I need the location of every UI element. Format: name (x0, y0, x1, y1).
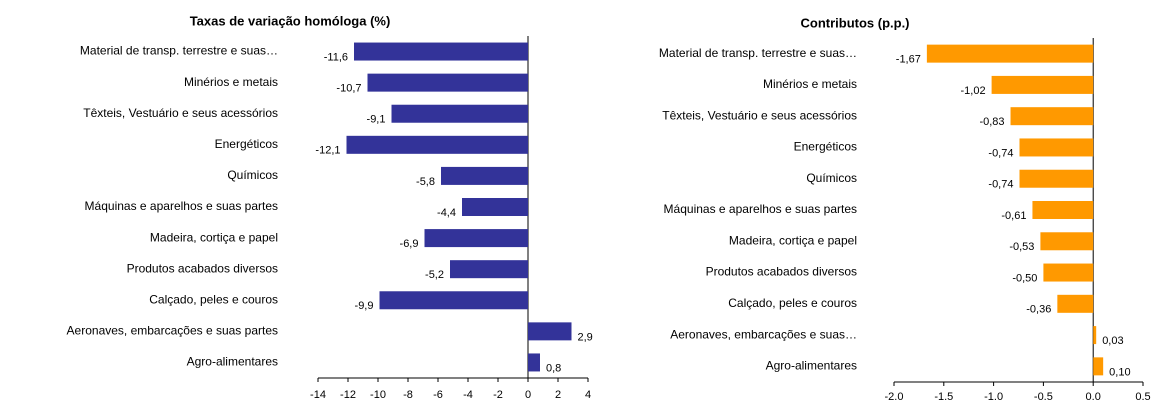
value-label: -1,02 (961, 85, 986, 97)
x-tick-label: 2 (555, 389, 561, 401)
value-label: -0,61 (1001, 210, 1026, 222)
category-label: Material de transp. terrestre e suas… (80, 44, 278, 58)
category-label: Aeronaves, embarcações e suas partes (67, 324, 278, 338)
bar (379, 291, 528, 310)
x-tick-label: -1.0 (984, 391, 1003, 403)
value-label: -0,50 (1012, 272, 1037, 284)
category-label: Produtos acabados diversos (127, 261, 278, 275)
value-label: -0,36 (1026, 304, 1051, 316)
x-tick-label: -1.5 (934, 391, 953, 403)
value-label: -0,74 (988, 179, 1013, 191)
value-label: 2,9 (578, 331, 593, 343)
value-label: 0,10 (1109, 366, 1130, 378)
value-label: -5,8 (416, 176, 435, 188)
category-label: Máquinas e aparelhos e suas partes (664, 202, 857, 216)
bar (926, 44, 1094, 63)
value-label: -9,1 (367, 114, 386, 126)
value-label: -6,9 (400, 238, 419, 250)
value-label: 0,03 (1102, 335, 1123, 347)
x-tick-label: -8 (403, 389, 413, 401)
chart-title: Contributos (p.p.) (800, 15, 909, 30)
bar (1019, 169, 1094, 188)
bar (450, 260, 528, 279)
category-label: Madeira, cortiça e papel (150, 230, 278, 244)
category-label: Madeira, cortiça e papel (729, 233, 857, 247)
category-label: Energéticos (215, 137, 278, 151)
x-tick-label: -0.5 (1034, 391, 1053, 403)
value-label: -5,2 (425, 269, 444, 281)
chart-title: Taxas de variação homóloga (%) (190, 13, 391, 28)
x-tick-label: -10 (370, 389, 386, 401)
value-label: -12,1 (315, 145, 340, 157)
bar (441, 166, 528, 185)
bar (1093, 357, 1104, 376)
value-label: -4,4 (437, 207, 456, 219)
x-tick-label: 0 (525, 389, 531, 401)
category-label: Minérios e metais (763, 77, 857, 91)
x-tick-label: -2.0 (885, 391, 904, 403)
value-label: -9,9 (355, 300, 374, 312)
bar (462, 198, 528, 216)
x-tick-label: -2 (493, 389, 503, 401)
bar (1057, 294, 1094, 313)
category-label: Minérios e metais (184, 75, 278, 89)
category-label: Calçado, peles e couros (728, 296, 857, 310)
bar (1093, 326, 1097, 345)
bar (991, 75, 1094, 94)
category-label: Produtos acabados diversos (706, 265, 857, 279)
bar (1032, 201, 1094, 219)
value-label: -0,83 (979, 116, 1004, 128)
bar (391, 104, 528, 123)
x-tick-label: -4 (463, 389, 473, 401)
category-label: Agro-alimentares (187, 355, 278, 369)
category-label: Aeronaves, embarcações e suas… (670, 327, 857, 341)
x-tick-label: -12 (340, 389, 356, 401)
bar (367, 73, 528, 92)
category-label: Agro-alimentares (766, 359, 857, 373)
value-label: -1,67 (896, 54, 921, 66)
category-label: Têxteis, Vestuário e seus acessórios (662, 108, 857, 122)
category-label: Químicos (227, 168, 278, 182)
bar (528, 353, 540, 372)
bar (1010, 107, 1094, 126)
bar (346, 135, 528, 154)
x-tick-label: -14 (310, 389, 326, 401)
x-tick-label: 4 (585, 389, 591, 401)
bar (528, 322, 572, 341)
value-label: -0,74 (988, 147, 1013, 159)
value-label: -11,6 (324, 51, 348, 63)
x-tick-label: 0.0 (1086, 391, 1101, 403)
bar (1043, 263, 1094, 282)
value-label: -0,53 (1009, 241, 1034, 253)
bar (354, 42, 528, 61)
bar (424, 229, 528, 248)
category-label: Têxteis, Vestuário e seus acessórios (83, 106, 278, 120)
x-tick-label: -6 (433, 389, 443, 401)
x-tick-label: 0.5 (1135, 391, 1150, 403)
category-label: Material de transp. terrestre e suas… (659, 46, 857, 60)
category-label: Calçado, peles e couros (149, 292, 278, 306)
bar (1019, 138, 1094, 157)
category-label: Químicos (806, 171, 857, 185)
value-label: 0,8 (546, 362, 561, 374)
bar (1040, 232, 1094, 251)
value-label: -10,7 (336, 83, 361, 95)
category-label: Energéticos (794, 140, 857, 154)
category-label: Máquinas e aparelhos e suas partes (85, 199, 278, 213)
